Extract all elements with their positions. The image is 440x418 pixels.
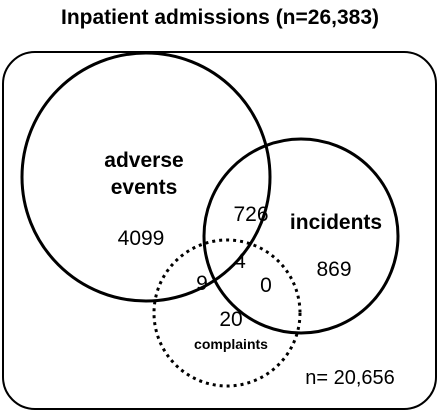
count-adverse-incidents: 726	[233, 203, 268, 226]
universe-box	[2, 51, 437, 410]
count-complaints-only: 20	[219, 308, 242, 331]
count-all-three: 4	[234, 250, 246, 273]
count-incidents-complaints: 0	[260, 274, 272, 297]
incidents-label: incidents	[290, 211, 382, 234]
count-incidents-only: 869	[316, 258, 351, 281]
count-adverse-only: 4099	[118, 227, 165, 250]
remainder-count: n= 20,656	[305, 367, 395, 389]
adverse-events-label-line2: events	[111, 176, 178, 199]
diagram-title: Inpatient admissions (n=26,383)	[61, 6, 379, 29]
adverse-events-circle	[20, 51, 272, 303]
adverse-events-label-line1: adverse	[104, 149, 183, 172]
count-adverse-complaints: 9	[196, 272, 208, 295]
complaints-label: complaints	[194, 336, 268, 352]
incidents-circle	[202, 137, 400, 335]
complaints-circle	[152, 238, 302, 388]
